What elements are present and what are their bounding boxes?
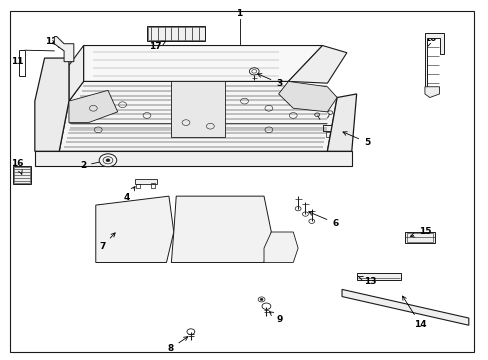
Polygon shape [96,196,173,262]
Bar [58,44,62,47]
Text: 5: 5 [342,132,369,147]
Text: 15: 15 [409,228,431,237]
Bar [136,184,140,188]
Text: 16: 16 [11,159,24,174]
Polygon shape [83,45,322,81]
Text: 7: 7 [99,233,115,251]
Bar [356,273,400,280]
Polygon shape [171,81,224,137]
Circle shape [106,159,110,162]
Polygon shape [341,289,468,325]
Text: 3: 3 [257,74,282,88]
Polygon shape [69,45,83,101]
Text: 2: 2 [80,160,104,170]
Polygon shape [424,33,444,87]
Polygon shape [264,232,298,262]
Polygon shape [327,94,356,151]
Bar [405,232,434,243]
Text: 4: 4 [123,186,135,202]
Bar [59,44,61,46]
Bar [406,233,432,242]
Bar [326,132,333,137]
Polygon shape [278,81,336,112]
Text: 14: 14 [402,296,426,329]
Text: 11: 11 [11,57,24,66]
Text: 6: 6 [308,212,338,228]
Polygon shape [288,45,346,83]
Bar [135,179,157,184]
Bar [147,26,205,41]
Polygon shape [54,37,74,62]
Circle shape [260,298,263,301]
Polygon shape [59,81,336,151]
Bar [151,183,155,188]
Bar [322,126,341,131]
Bar [13,166,31,184]
Text: 17: 17 [149,41,165,51]
Bar [14,167,30,183]
Text: 1: 1 [236,9,242,18]
Text: 13: 13 [358,276,376,285]
Text: 12: 12 [44,37,57,46]
Text: 10: 10 [423,34,435,46]
Text: 9: 9 [269,312,282,324]
Polygon shape [35,58,69,151]
Polygon shape [69,90,118,123]
Polygon shape [171,196,271,262]
Bar [323,125,340,131]
Text: 8: 8 [167,337,187,353]
Bar [148,27,204,40]
Polygon shape [35,151,351,166]
Polygon shape [424,87,439,98]
Circle shape [99,154,117,167]
